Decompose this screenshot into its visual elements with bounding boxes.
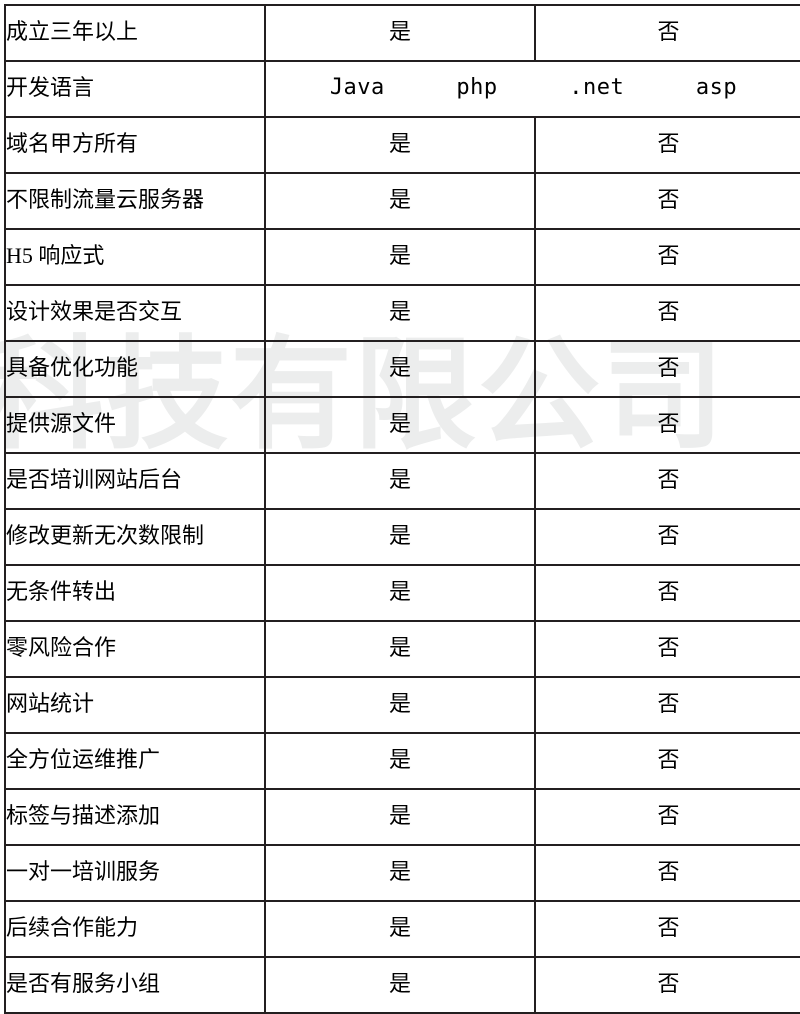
language-option[interactable]: Java bbox=[329, 75, 385, 101]
row-label: 是否有服务小组 bbox=[4, 956, 266, 1014]
table-row: 后续合作能力是否 bbox=[4, 900, 800, 958]
no-cell[interactable]: 否 bbox=[534, 732, 800, 790]
language-options-cell: Java php .net asp bbox=[264, 60, 800, 118]
table-row: 是否有服务小组是否 bbox=[4, 956, 800, 1014]
table-row: 是否培训网站后台是否 bbox=[4, 452, 800, 510]
yes-cell[interactable]: 是 bbox=[264, 4, 536, 62]
row-label: 开发语言 bbox=[4, 60, 266, 118]
table-row: H5 响应式是否 bbox=[4, 228, 800, 286]
yes-cell[interactable]: 是 bbox=[264, 844, 536, 902]
no-cell[interactable]: 否 bbox=[534, 396, 800, 454]
yes-cell[interactable]: 是 bbox=[264, 284, 536, 342]
no-cell[interactable]: 否 bbox=[534, 228, 800, 286]
row-label: 标签与描述添加 bbox=[4, 788, 266, 846]
language-option[interactable]: asp bbox=[695, 75, 738, 101]
table-row: 修改更新无次数限制是否 bbox=[4, 508, 800, 566]
table-row: 零风险合作是否 bbox=[4, 620, 800, 678]
table-row: 具备优化功能是否 bbox=[4, 340, 800, 398]
row-label: 无条件转出 bbox=[4, 564, 266, 622]
table-row: 不限制流量云服务器是否 bbox=[4, 172, 800, 230]
table-row: 提供源文件是否 bbox=[4, 396, 800, 454]
table-container: 成立三年以上是否开发语言 Java php .net asp 域名甲方所有是否不限制流量云… bbox=[4, 4, 800, 1014]
no-cell[interactable]: 否 bbox=[534, 564, 800, 622]
no-cell[interactable]: 否 bbox=[534, 116, 800, 174]
yes-cell[interactable]: 是 bbox=[264, 452, 536, 510]
no-cell[interactable]: 否 bbox=[534, 844, 800, 902]
row-label: 不限制流量云服务器 bbox=[4, 172, 266, 230]
yes-cell[interactable]: 是 bbox=[264, 788, 536, 846]
table-row: 一对一培训服务是否 bbox=[4, 844, 800, 902]
row-label: 后续合作能力 bbox=[4, 900, 266, 958]
no-cell[interactable]: 否 bbox=[534, 172, 800, 230]
row-label: 修改更新无次数限制 bbox=[4, 508, 266, 566]
row-label: 提供源文件 bbox=[4, 396, 266, 454]
yes-cell[interactable]: 是 bbox=[264, 396, 536, 454]
row-label: 一对一培训服务 bbox=[4, 844, 266, 902]
no-cell[interactable]: 否 bbox=[534, 452, 800, 510]
row-label: 具备优化功能 bbox=[4, 340, 266, 398]
no-cell[interactable]: 否 bbox=[534, 900, 800, 958]
yes-cell[interactable]: 是 bbox=[264, 620, 536, 678]
no-cell[interactable]: 否 bbox=[534, 788, 800, 846]
table-row: 标签与描述添加是否 bbox=[4, 788, 800, 846]
table-row: 开发语言 Java php .net asp bbox=[4, 60, 800, 118]
language-options: Java php .net asp bbox=[266, 75, 800, 100]
no-cell[interactable]: 否 bbox=[534, 4, 800, 62]
row-label: 成立三年以上 bbox=[4, 4, 266, 62]
no-cell[interactable]: 否 bbox=[534, 620, 800, 678]
yes-cell[interactable]: 是 bbox=[264, 508, 536, 566]
row-label: 域名甲方所有 bbox=[4, 116, 266, 174]
no-cell[interactable]: 否 bbox=[534, 508, 800, 566]
yes-cell[interactable]: 是 bbox=[264, 732, 536, 790]
row-label: H5 响应式 bbox=[4, 228, 266, 286]
no-cell[interactable]: 否 bbox=[534, 676, 800, 734]
table-row: 全方位运维推广是否 bbox=[4, 732, 800, 790]
row-label: 全方位运维推广 bbox=[4, 732, 266, 790]
language-option[interactable]: php bbox=[456, 75, 498, 101]
row-label: 设计效果是否交互 bbox=[4, 284, 266, 342]
language-option[interactable]: .net bbox=[569, 75, 625, 101]
row-label: 零风险合作 bbox=[4, 620, 266, 678]
table-body: 成立三年以上是否开发语言 Java php .net asp 域名甲方所有是否不限制流量云… bbox=[4, 4, 800, 1014]
row-label: 网站统计 bbox=[4, 676, 266, 734]
table-row: 无条件转出是否 bbox=[4, 564, 800, 622]
table-row: 设计效果是否交互是否 bbox=[4, 284, 800, 342]
yes-cell[interactable]: 是 bbox=[264, 228, 536, 286]
yes-cell[interactable]: 是 bbox=[264, 956, 536, 1014]
no-cell[interactable]: 否 bbox=[534, 956, 800, 1014]
table-row: 域名甲方所有是否 bbox=[4, 116, 800, 174]
comparison-table: 成立三年以上是否开发语言 Java php .net asp 域名甲方所有是否不限制流量云… bbox=[4, 4, 800, 1014]
yes-cell[interactable]: 是 bbox=[264, 340, 536, 398]
row-label: 是否培训网站后台 bbox=[4, 452, 266, 510]
yes-cell[interactable]: 是 bbox=[264, 564, 536, 622]
table-row: 网站统计是否 bbox=[4, 676, 800, 734]
yes-cell[interactable]: 是 bbox=[264, 116, 536, 174]
yes-cell[interactable]: 是 bbox=[264, 900, 536, 958]
no-cell[interactable]: 否 bbox=[534, 340, 800, 398]
yes-cell[interactable]: 是 bbox=[264, 676, 536, 734]
yes-cell[interactable]: 是 bbox=[264, 172, 536, 230]
table-row: 成立三年以上是否 bbox=[4, 4, 800, 62]
no-cell[interactable]: 否 bbox=[534, 284, 800, 342]
